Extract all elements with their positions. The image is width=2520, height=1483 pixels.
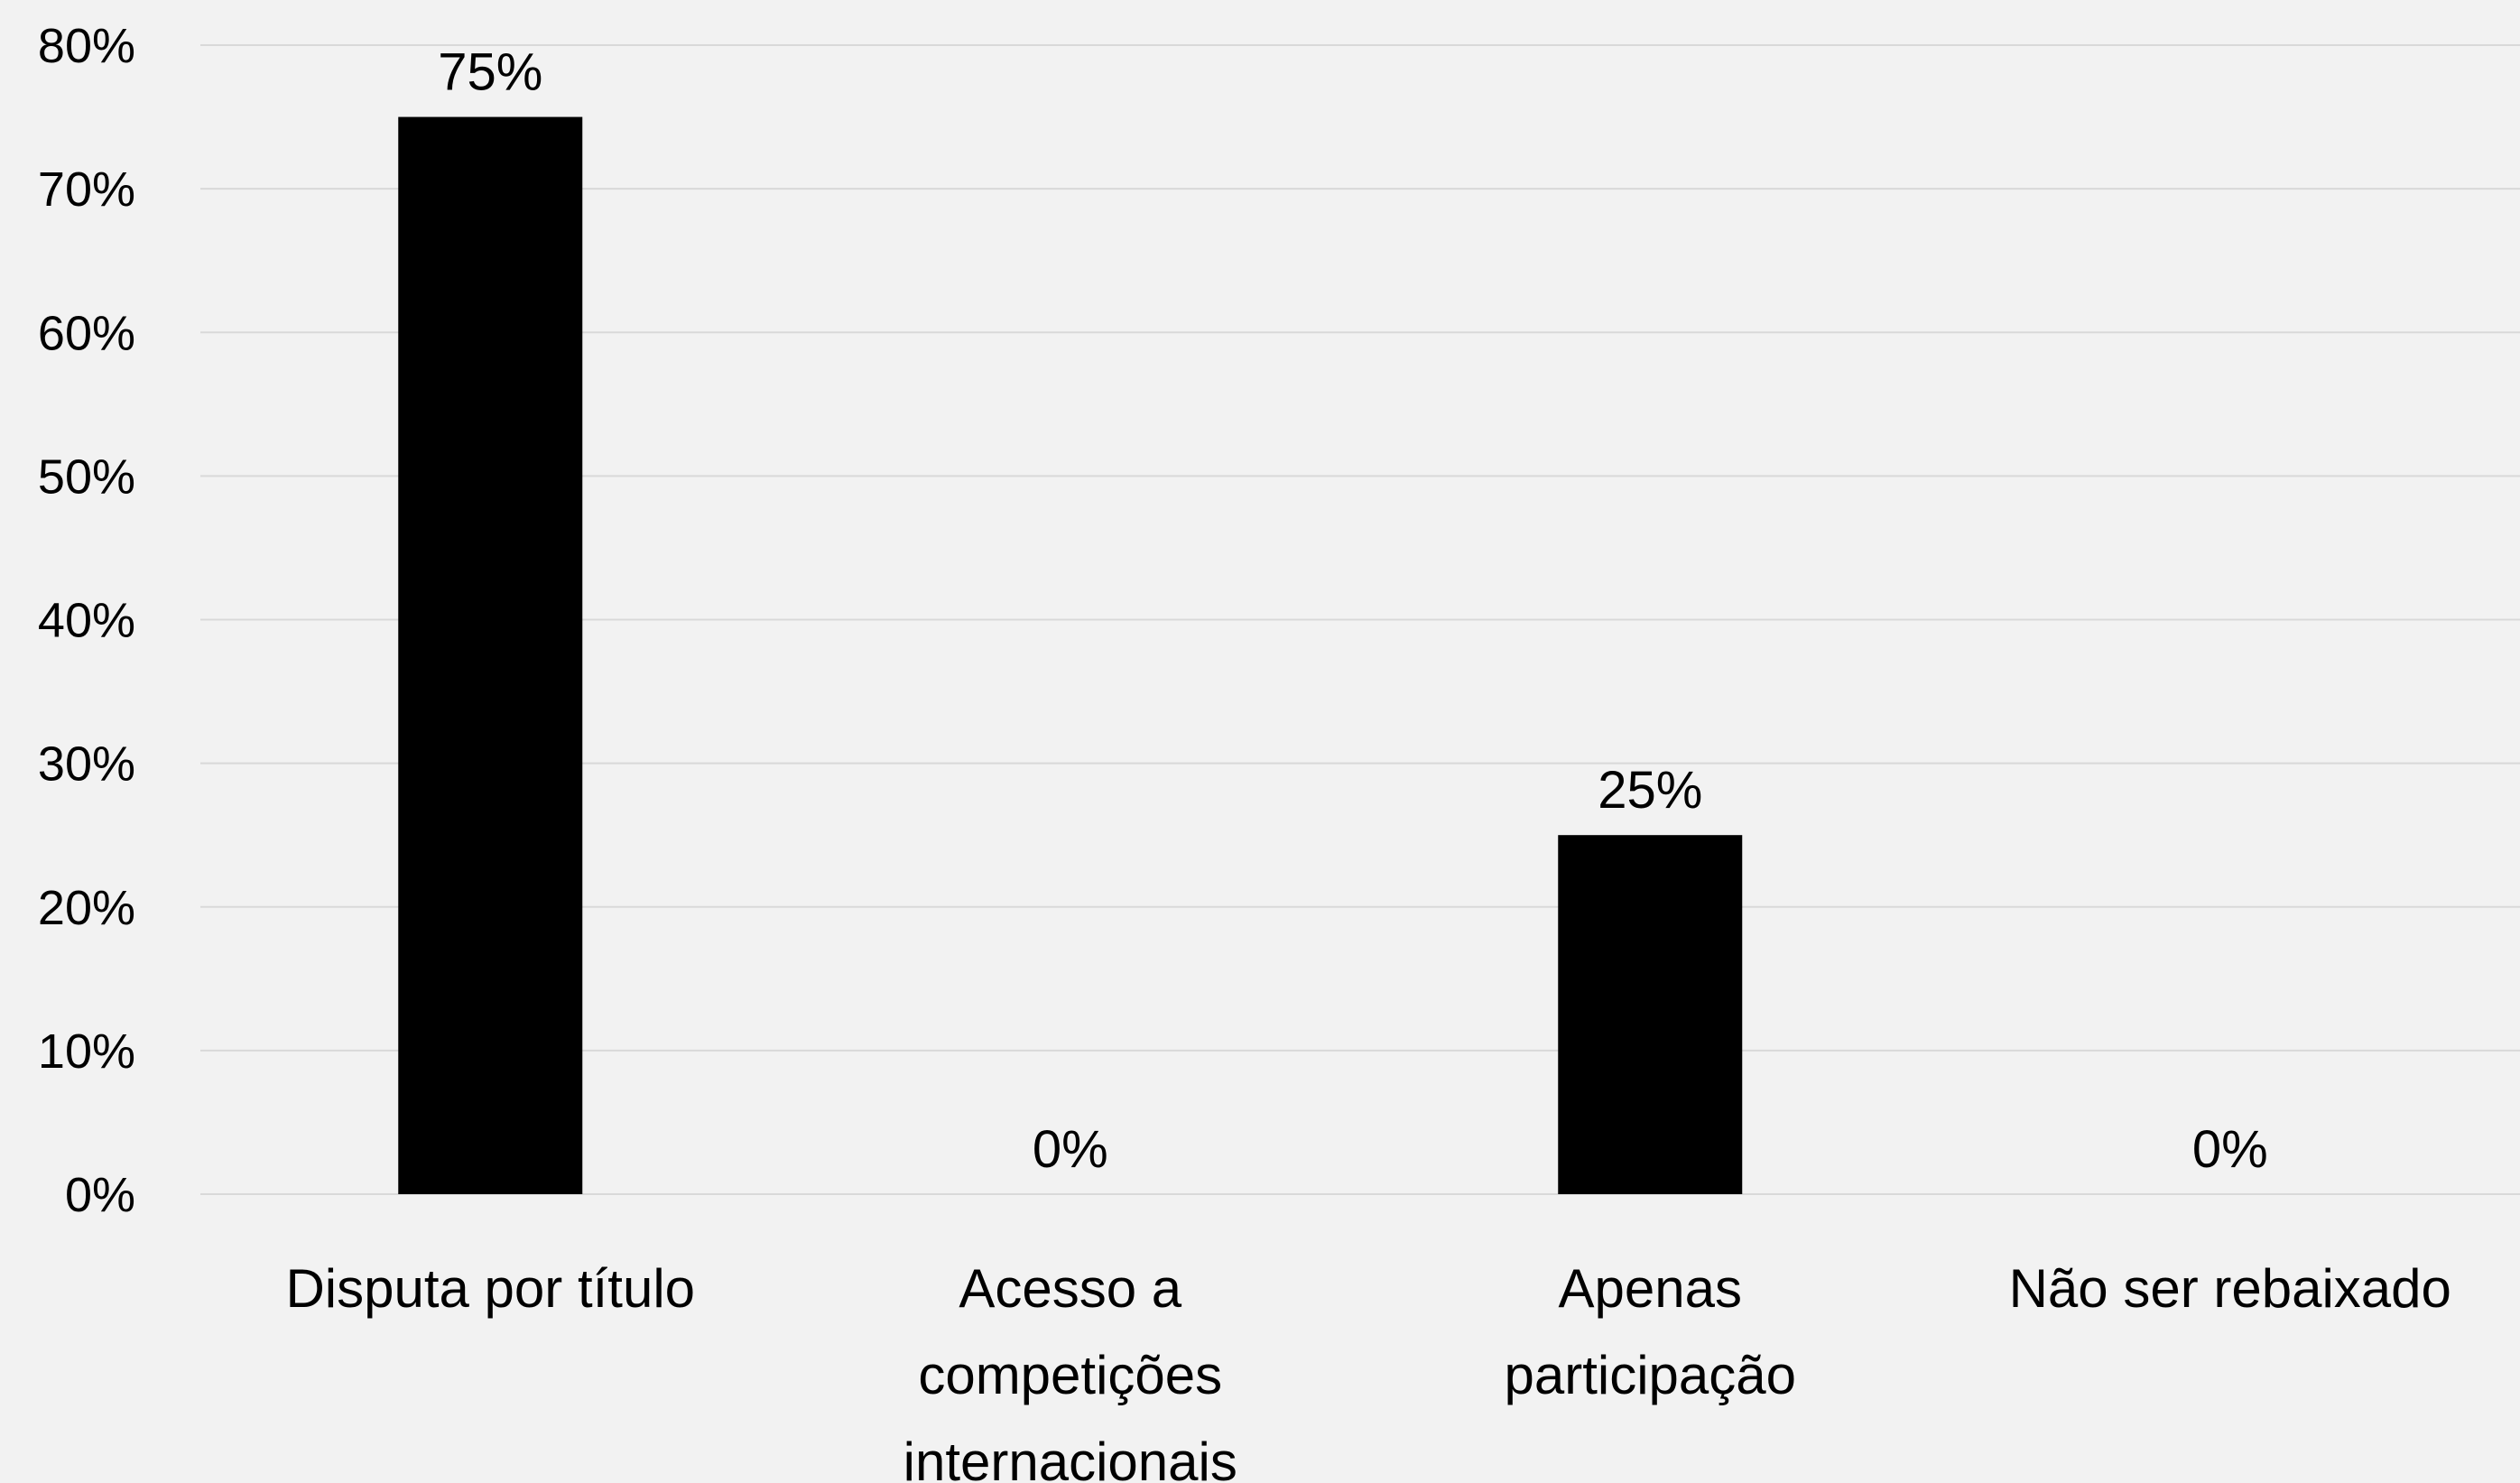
x-tick-label: Acesso a competições internacionais <box>903 1258 1237 1483</box>
y-tick-label: 20% <box>38 881 135 935</box>
x-tick-label-line: participação <box>1504 1345 1796 1405</box>
x-axis-category-labels: Disputa por título Acesso a competições int… <box>285 1258 2451 1483</box>
y-tick-label: 0% <box>65 1168 135 1222</box>
x-tick-label: Disputa por título <box>285 1258 695 1319</box>
data-label: 0% <box>2192 1120 2268 1179</box>
x-tick-label-line: Disputa por título <box>285 1258 695 1319</box>
data-label: 75% <box>438 43 542 102</box>
y-tick-label: 10% <box>38 1024 135 1079</box>
y-tick-label: 60% <box>38 306 135 360</box>
x-tick-label-line: internacionais <box>903 1432 1237 1483</box>
data-label: 0% <box>1033 1120 1108 1179</box>
bar <box>398 116 583 1194</box>
bars <box>398 116 1743 1194</box>
y-tick-label: 50% <box>38 450 135 504</box>
data-labels: 75% 0% 25% 0% <box>438 43 2267 1179</box>
data-label: 25% <box>1598 761 1702 820</box>
y-tick-label: 30% <box>38 737 135 792</box>
x-tick-label: Não ser rebaixado <box>2009 1258 2451 1319</box>
x-tick-label-line: Apenas <box>1559 1258 1743 1319</box>
x-tick-label-line: Não ser rebaixado <box>2009 1258 2451 1319</box>
x-tick-label: Apenas participação <box>1504 1258 1796 1405</box>
y-axis-tick-labels: 0% 10% 20% 30% 40% 50% 60% 70% 80% <box>38 19 135 1222</box>
y-tick-label: 80% <box>38 19 135 73</box>
y-tick-label: 70% <box>38 162 135 217</box>
gridlines <box>200 44 2520 1195</box>
x-tick-label-line: competições <box>918 1345 1222 1405</box>
bar <box>1558 835 1743 1194</box>
x-tick-label-line: Acesso a <box>959 1258 1181 1319</box>
y-tick-label: 40% <box>38 594 135 648</box>
